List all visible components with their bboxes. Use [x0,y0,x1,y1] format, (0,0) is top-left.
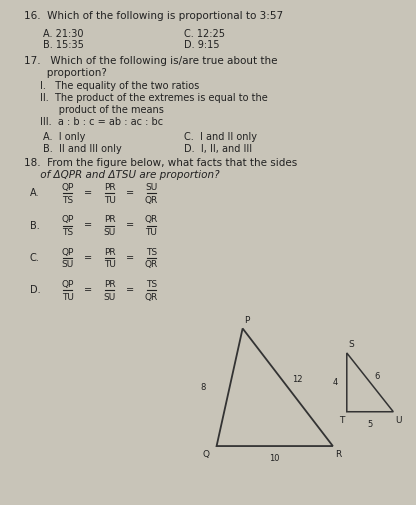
Text: =: = [84,285,92,295]
Text: III.  a : b : c = ab : ac : bc: III. a : b : c = ab : ac : bc [40,117,163,127]
Text: 12: 12 [292,375,303,384]
Text: PR: PR [104,215,116,224]
Text: 17.   Which of the following is/are true about the: 17. Which of the following is/are true a… [24,56,277,66]
Text: QP: QP [62,183,74,192]
Text: SU: SU [62,260,74,269]
Text: D.  I, II, and III: D. I, II, and III [184,144,252,154]
Text: B.: B. [30,221,40,231]
Text: SU: SU [145,183,158,192]
Text: C.  I and II only: C. I and II only [184,132,257,142]
Text: U: U [395,416,402,425]
Text: of ΔQPR and ΔTSU are proportion?: of ΔQPR and ΔTSU are proportion? [24,170,220,180]
Text: C.: C. [30,253,40,263]
Text: B. 15:35: B. 15:35 [43,40,84,50]
Text: proportion?: proportion? [24,68,107,78]
Text: QP: QP [62,280,74,289]
Text: =: = [84,188,92,198]
Text: PR: PR [104,280,116,289]
Text: PR: PR [104,247,116,257]
Text: =: = [126,285,134,295]
Text: A.: A. [30,188,39,198]
Text: QR: QR [145,215,158,224]
Text: C. 12:25: C. 12:25 [184,29,225,38]
Text: TS: TS [62,228,73,237]
Text: SU: SU [104,228,116,237]
Text: =: = [126,221,134,231]
Text: Q: Q [202,450,209,459]
Text: 10: 10 [270,454,280,463]
Text: I.   The equality of the two ratios: I. The equality of the two ratios [40,81,199,91]
Text: 18.  From the figure below, what facts that the sides: 18. From the figure below, what facts th… [24,158,297,168]
Text: QR: QR [145,260,158,269]
Text: II.  The product of the extremes is equal to the: II. The product of the extremes is equal… [40,93,267,103]
Text: =: = [126,188,134,198]
Text: =: = [84,221,92,231]
Text: =: = [126,253,134,263]
Text: T: T [339,416,345,425]
Text: 8: 8 [200,383,206,392]
Text: SU: SU [104,292,116,301]
Text: product of the means: product of the means [40,105,164,115]
Text: 16.  Which of the following is proportional to 3:57: 16. Which of the following is proportion… [24,11,283,21]
Text: TS: TS [62,195,73,205]
Text: B.  II and III only: B. II and III only [43,144,121,154]
Text: P: P [245,316,250,325]
Text: D. 9:15: D. 9:15 [184,40,220,50]
Text: A.  I only: A. I only [43,132,85,142]
Text: 4: 4 [332,378,337,387]
Text: S: S [349,340,354,349]
Text: TU: TU [62,292,74,301]
Text: 5: 5 [367,420,373,429]
Text: QP: QP [62,215,74,224]
Text: TS: TS [146,280,157,289]
Text: QP: QP [62,247,74,257]
Text: D.: D. [30,285,40,295]
Text: TU: TU [104,195,116,205]
Text: QR: QR [145,195,158,205]
Text: PR: PR [104,183,116,192]
Text: TU: TU [146,228,157,237]
Text: QR: QR [145,292,158,301]
Text: TS: TS [146,247,157,257]
Text: 6: 6 [375,372,380,381]
Text: =: = [84,253,92,263]
Text: TU: TU [104,260,116,269]
Text: R: R [335,450,341,459]
Text: A. 21:30: A. 21:30 [43,29,83,38]
